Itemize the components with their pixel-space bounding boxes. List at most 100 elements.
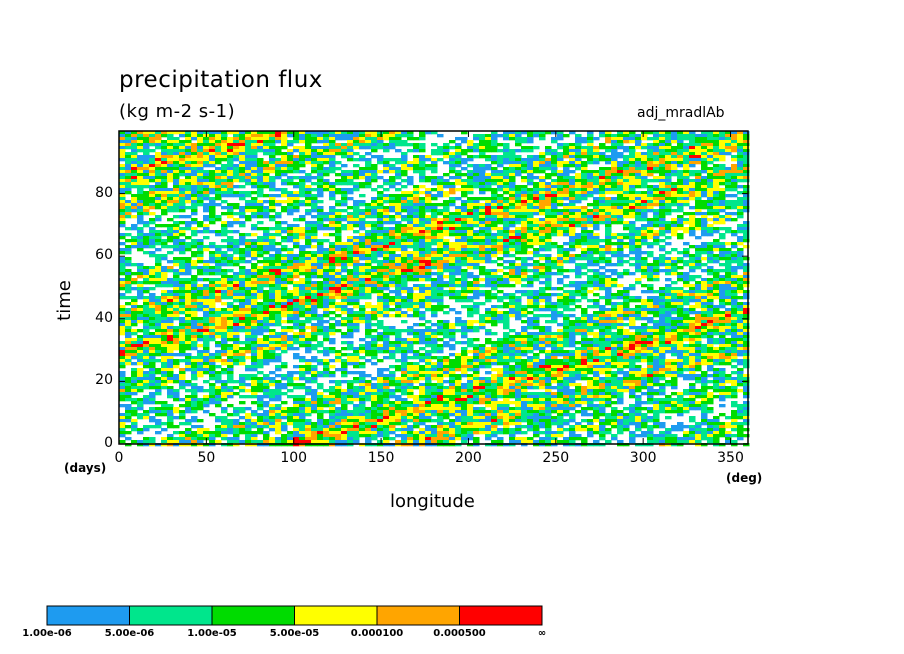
field-cell [155,200,162,204]
field-cell [215,278,222,282]
field-cell [275,227,282,231]
field-cell [131,173,138,177]
field-cell [239,152,246,156]
field-cell [221,194,228,198]
field-cell [341,281,348,285]
field-cell [353,206,360,210]
field-cell [401,158,408,162]
field-cell [377,155,384,159]
field-cell [143,197,150,201]
field-cell [251,164,258,168]
field-cell [293,287,300,291]
field-cell [233,230,240,234]
field-cell [317,134,324,138]
field-cell [137,179,144,183]
field-cell [311,167,318,171]
field-cell [641,179,648,183]
field-cell [239,179,246,183]
field-cell [263,281,270,285]
field-cell [695,179,702,183]
field-cell [527,137,534,141]
field-cell [527,242,534,246]
field-cell [569,299,576,303]
field-cell [515,155,522,159]
field-cell [341,278,348,282]
field-cell [503,173,510,177]
field-cell [713,242,720,246]
field-cell [563,143,570,147]
field-cell [689,284,696,288]
field-cell [263,269,270,273]
field-cell [509,149,516,153]
field-cell [425,155,432,159]
field-cell [413,296,420,300]
field-cell [521,248,528,252]
field-cell [587,260,594,264]
field-cell [209,293,216,297]
field-cell [497,203,504,207]
field-cell [239,248,246,252]
field-cell [251,254,258,258]
field-cell [503,227,510,231]
field-cell [383,158,390,162]
field-cell [677,164,684,168]
field-cell [677,275,684,279]
field-cell [473,179,480,183]
field-cell [263,230,270,234]
field-cell [599,218,606,222]
field-cell [245,302,252,306]
field-cell [185,194,192,198]
field-cell [707,137,714,141]
field-cell [239,299,246,303]
field-cell [527,215,534,219]
field-cell [209,203,216,207]
field-cell [581,236,588,240]
field-cell [515,137,522,141]
field-cell [275,296,282,300]
field-cell [359,281,366,285]
field-cell [149,137,156,141]
field-cell [419,179,426,183]
field-cell [683,260,690,264]
field-cell [509,224,516,228]
field-cell [563,191,570,195]
field-cell [737,257,744,261]
field-cell [521,170,528,174]
field-cell [461,239,468,243]
field-cell [203,278,210,282]
field-cell [269,185,276,189]
field-cell [281,305,288,309]
field-cell [395,233,402,237]
field-cell [713,182,720,186]
field-cell [497,227,504,231]
field-cell [335,134,342,138]
field-cell [377,227,384,231]
field-cell [275,215,282,219]
field-cell [359,290,366,294]
field-cell [365,185,372,189]
field-cell [119,251,126,255]
field-cell [425,131,432,135]
field-cell [635,254,642,258]
field-cell [545,188,552,192]
field-cell [203,230,210,234]
field-cell [443,161,450,165]
field-cell [209,290,216,294]
field-cell [227,236,234,240]
field-cell [671,170,678,174]
field-cell [209,179,216,183]
field-cell [521,197,528,201]
field-cell [341,275,348,279]
field-cell [491,194,498,198]
field-cell [539,194,546,198]
field-cell [629,206,636,210]
field-cell [323,260,330,264]
field-cell [425,299,432,303]
field-cell [707,266,714,270]
field-cell [323,263,330,267]
field-cell [203,185,210,189]
field-cell [221,179,228,183]
field-cell [515,266,522,270]
field-cell [623,203,630,207]
field-cell [239,266,246,270]
